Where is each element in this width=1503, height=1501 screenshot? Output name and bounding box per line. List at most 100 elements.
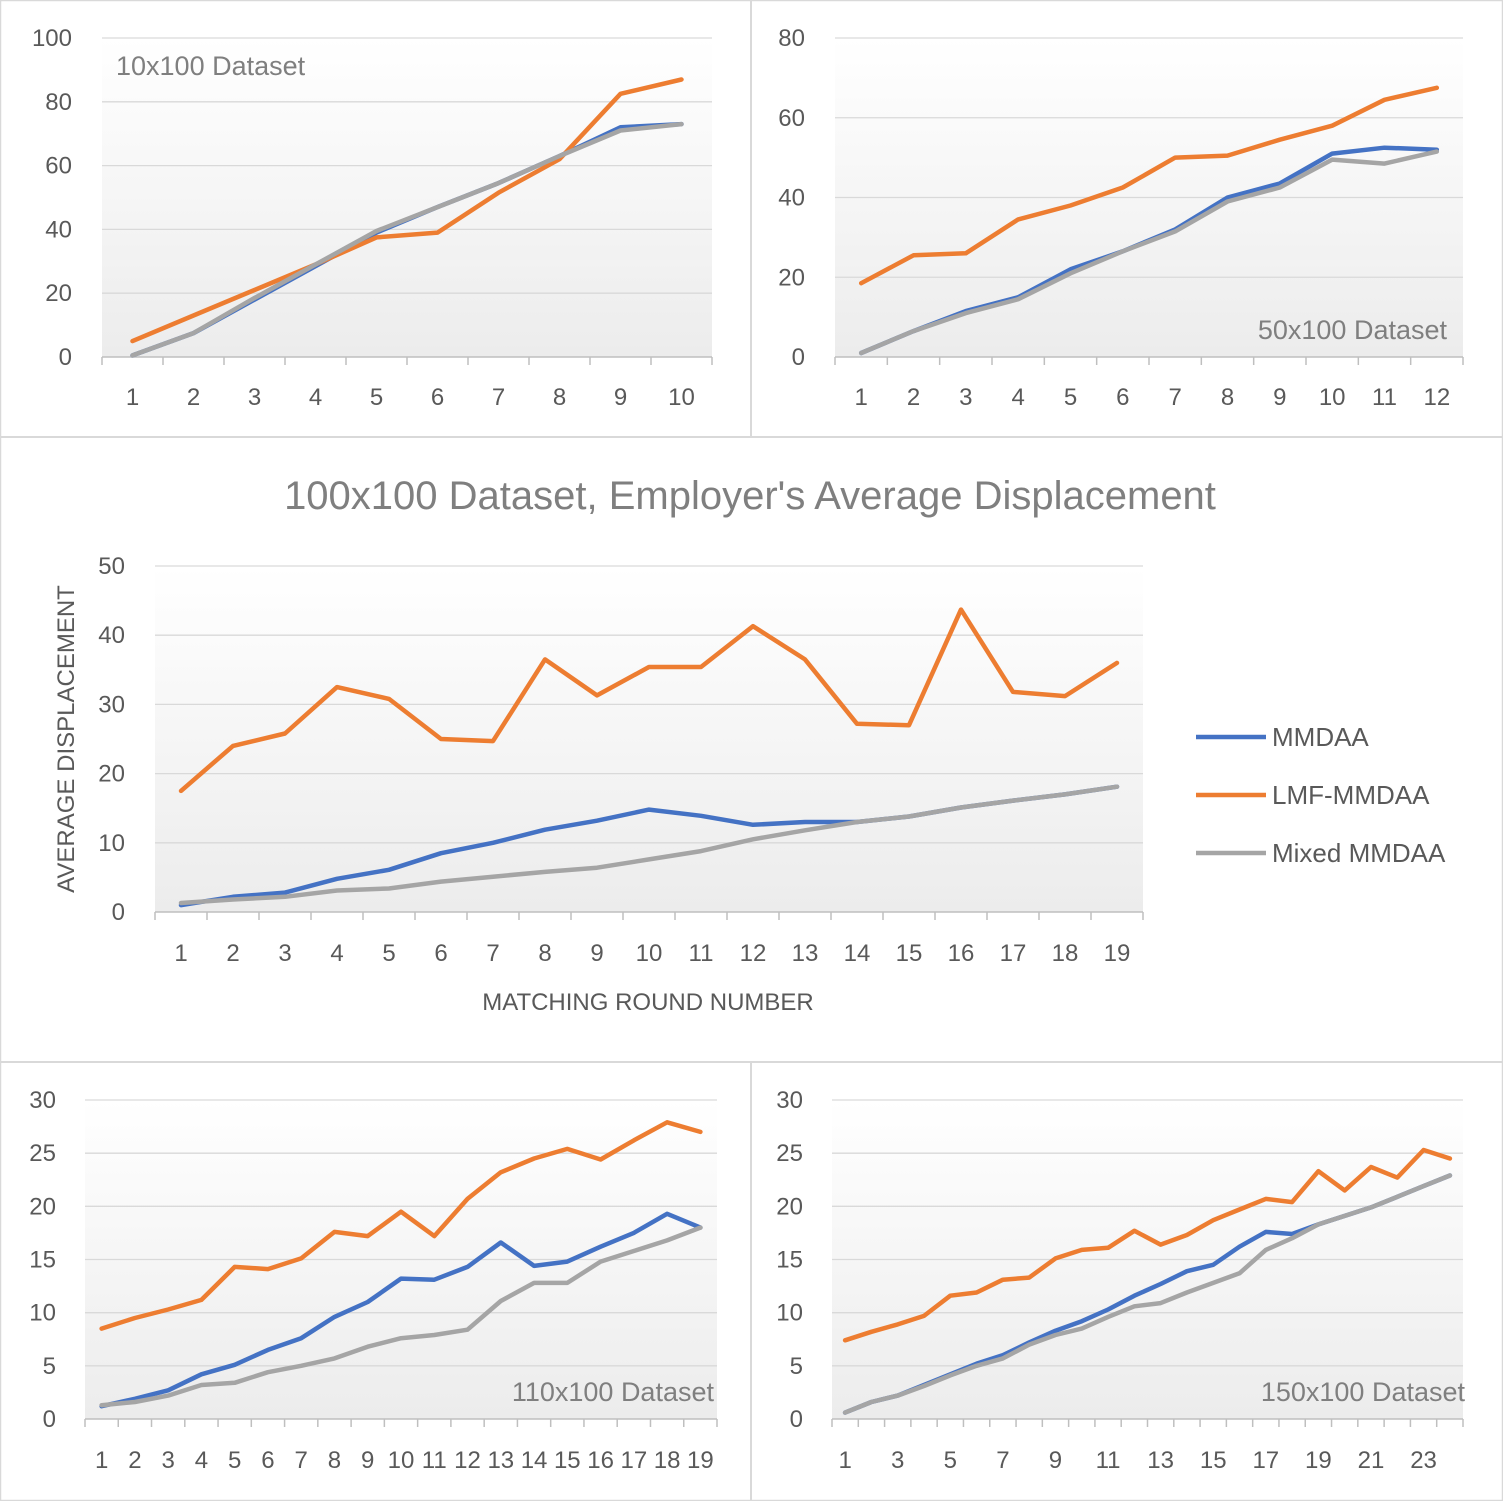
x-tick-label: 3 bbox=[161, 1447, 174, 1474]
x-tick-label: 3 bbox=[959, 384, 972, 411]
x-tick-label: 12 bbox=[1423, 384, 1450, 411]
dataset-label: 50x100 Dataset bbox=[1258, 315, 1448, 345]
x-tick-label: 4 bbox=[309, 384, 322, 411]
x-tick-label: 7 bbox=[295, 1447, 308, 1474]
x-tick-label: 12 bbox=[740, 940, 767, 967]
x-tick-label: 15 bbox=[896, 940, 923, 967]
x-tick-label: 1 bbox=[174, 940, 187, 967]
x-tick-label: 13 bbox=[1147, 1447, 1174, 1474]
y-tick-label: 0 bbox=[43, 1406, 56, 1433]
x-tick-label: 17 bbox=[620, 1447, 647, 1474]
y-axis-label: AVERAGE DISPLACEMENT bbox=[53, 585, 80, 893]
x-tick-label: 11 bbox=[422, 1447, 447, 1474]
x-tick-label: 8 bbox=[1221, 384, 1234, 411]
x-tick-label: 14 bbox=[844, 940, 871, 967]
x-tick-label: 9 bbox=[614, 384, 627, 411]
x-tick-label: 10 bbox=[668, 384, 695, 411]
x-tick-label: 7 bbox=[996, 1447, 1009, 1474]
x-tick-label: 16 bbox=[587, 1447, 614, 1474]
dataset-label: 150x100 Dataset bbox=[1261, 1377, 1466, 1407]
chart-title: 100x100 Dataset, Employer's Average Disp… bbox=[284, 474, 1216, 518]
dataset-label: 110x100 Dataset bbox=[512, 1377, 715, 1407]
x-tick-label: 6 bbox=[431, 384, 444, 411]
series-line-lmf-mmdaa bbox=[178, 607, 1120, 794]
x-tick-label: 19 bbox=[687, 1447, 714, 1474]
series-line-mmdaa bbox=[99, 1211, 703, 1409]
y-tick-label: 40 bbox=[778, 185, 805, 212]
x-tick-label: 3 bbox=[248, 384, 261, 411]
x-tick-label: 11 bbox=[689, 940, 714, 967]
chart-10x100: 0 20 40 60 80 100 1 2 3 4 5 6 7 8 9 10 10x100 Dataset bbox=[32, 25, 713, 411]
x-tick-label: 9 bbox=[590, 940, 603, 967]
x-tick-label: 17 bbox=[1000, 940, 1027, 967]
y-tick-label: 0 bbox=[792, 344, 805, 371]
series-line-lmf-mmdaa bbox=[99, 1120, 703, 1331]
x-tick-label: 5 bbox=[944, 1447, 957, 1474]
x-axis-label: MATCHING ROUND NUMBER bbox=[482, 989, 814, 1016]
y-tick-label: 20 bbox=[778, 264, 805, 291]
x-tick-label: 8 bbox=[328, 1447, 341, 1474]
series-line-lmf-mmdaa bbox=[842, 1147, 1453, 1343]
x-tick-label: 7 bbox=[1168, 384, 1181, 411]
y-tick-label: 20 bbox=[776, 1193, 803, 1220]
y-tick-label: 30 bbox=[776, 1087, 803, 1114]
y-tick-label: 10 bbox=[29, 1300, 56, 1327]
legend: MMDAA LMF-MMDAA Mixed MMDAA bbox=[1196, 722, 1446, 868]
x-tick-label: 3 bbox=[278, 940, 291, 967]
series-line-lmf-mmdaa bbox=[130, 77, 684, 344]
dataset-label: 10x100 Dataset bbox=[116, 51, 306, 81]
x-tick-label: 18 bbox=[1052, 940, 1079, 967]
x-tick-label: 12 bbox=[454, 1447, 481, 1474]
y-tick-label: 20 bbox=[98, 761, 125, 788]
x-tick-label: 14 bbox=[521, 1447, 548, 1474]
x-tick-label: 1 bbox=[95, 1447, 108, 1474]
x-tick-label: 21 bbox=[1358, 1447, 1385, 1474]
y-tick-label: 15 bbox=[776, 1247, 803, 1274]
x-tick-label: 13 bbox=[487, 1447, 514, 1474]
x-tick-label: 5 bbox=[382, 940, 395, 967]
x-tick-label: 1 bbox=[838, 1447, 851, 1474]
series-line-mixed-mmdaa bbox=[178, 784, 1120, 906]
y-tick-label: 20 bbox=[29, 1193, 56, 1220]
y-tick-label: 40 bbox=[45, 216, 72, 243]
series-line-mixed-mmdaa bbox=[858, 149, 1440, 356]
x-tick-label: 2 bbox=[226, 940, 239, 967]
plot-area bbox=[102, 38, 712, 357]
x-tick-label: 4 bbox=[195, 1447, 208, 1474]
x-tick-label: 11 bbox=[1096, 1447, 1121, 1474]
x-tick-label: 8 bbox=[538, 940, 551, 967]
x-tick-label: 10 bbox=[636, 940, 663, 967]
x-tick-label: 10 bbox=[1319, 384, 1346, 411]
y-tick-label: 5 bbox=[790, 1353, 803, 1380]
x-tick-label: 17 bbox=[1252, 1447, 1279, 1474]
y-tick-label: 60 bbox=[45, 153, 72, 180]
x-tick-label: 5 bbox=[1064, 384, 1077, 411]
x-tick-label: 5 bbox=[370, 384, 383, 411]
legend-item: Mixed MMDAA bbox=[1272, 838, 1446, 868]
legend-item: MMDAA bbox=[1272, 722, 1369, 752]
y-tick-label: 20 bbox=[45, 280, 72, 307]
x-tick-label: 10 bbox=[388, 1447, 415, 1474]
x-tick-label: 15 bbox=[1200, 1447, 1227, 1474]
y-tick-label: 30 bbox=[29, 1087, 56, 1114]
x-tick-label: 4 bbox=[330, 940, 343, 967]
x-tick-label: 2 bbox=[128, 1447, 141, 1474]
x-tick-label: 19 bbox=[1305, 1447, 1332, 1474]
x-tick-label: 11 bbox=[1372, 384, 1397, 411]
y-tick-label: 10 bbox=[98, 830, 125, 857]
x-tick-label: 7 bbox=[492, 384, 505, 411]
x-tick-label: 6 bbox=[434, 940, 447, 967]
y-tick-label: 100 bbox=[32, 25, 72, 52]
y-tick-label: 80 bbox=[778, 25, 805, 52]
y-tick-label: 30 bbox=[98, 691, 125, 718]
y-tick-label: 0 bbox=[790, 1406, 803, 1433]
x-tick-label: 9 bbox=[1273, 384, 1286, 411]
series-line-lmf-mmdaa bbox=[858, 85, 1440, 286]
y-tick-label: 40 bbox=[98, 622, 125, 649]
x-tick-label: 1 bbox=[126, 384, 139, 411]
x-tick-label: 16 bbox=[948, 940, 975, 967]
y-tick-label: 25 bbox=[776, 1140, 803, 1167]
x-tick-label: 6 bbox=[1116, 384, 1129, 411]
